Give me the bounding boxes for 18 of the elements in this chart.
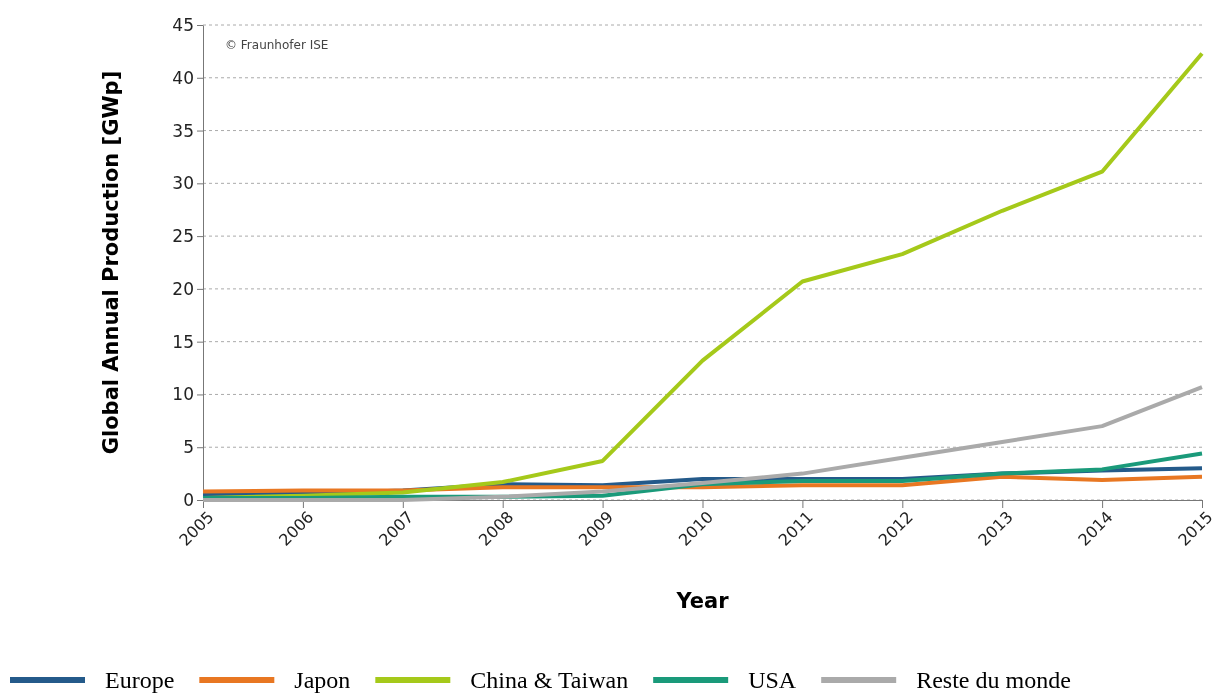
y-tick-label: 0 [183,489,194,510]
x-axis-title: Year [675,589,730,613]
y-tick-label: 45 [172,14,194,35]
legend-label: Europe [105,667,175,693]
y-tick-label: 10 [172,384,194,405]
y-tick-label: 40 [172,67,194,88]
y-tick-label: 35 [172,120,194,141]
y-tick-label: 5 [183,437,194,458]
legend-label: China & Taiwan [470,667,629,693]
y-tick-label: 15 [172,331,194,352]
legend-label: Japon [294,667,351,693]
y-tick-label: 20 [172,278,194,299]
y-tick-label: 25 [172,226,194,247]
legend-label: USA [748,667,797,693]
y-axis-title: Global Annual Production [GWp] [99,70,123,455]
legend-label: Reste du monde [916,667,1071,693]
annotation: © Fraunhofer ISE [225,38,329,52]
y-tick-label: 30 [172,173,194,194]
